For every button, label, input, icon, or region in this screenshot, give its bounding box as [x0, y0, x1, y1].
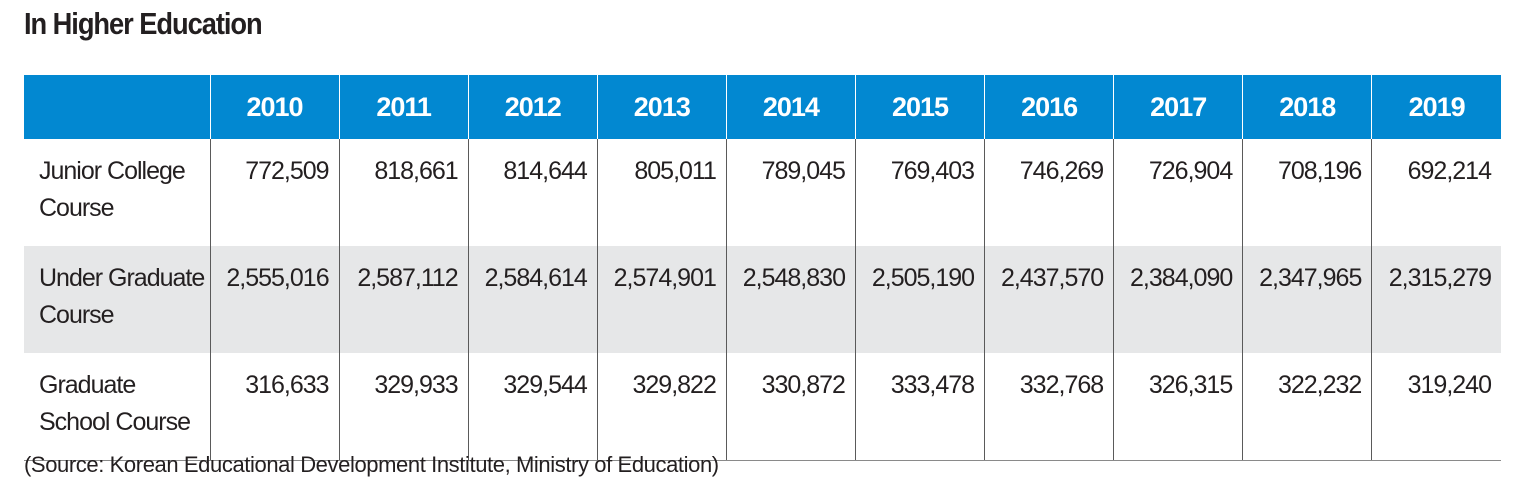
table-cell: 322,232: [1242, 353, 1372, 461]
table-cell: 316,633: [209, 353, 340, 461]
row-label-line2: School Course: [39, 408, 191, 436]
higher-education-table: 2010 2011 2012 2013 2014 2015 2016 2017 …: [24, 75, 1501, 461]
table-cell: 2,555,016: [209, 246, 340, 353]
row-label-line1: Graduate: [39, 371, 136, 399]
table-cell: 2,584,614: [467, 246, 598, 353]
table-cell: 332,768: [984, 353, 1114, 461]
table-cell: 769,403: [854, 139, 985, 246]
header-blank-cell: [24, 75, 210, 139]
header-year-2012: 2012: [467, 75, 598, 139]
table-cell: 818,661: [338, 139, 469, 246]
table-row-junior-college: Junior College Course 772,509 818,661 814…: [24, 139, 1501, 246]
row-label-graduate-school: Graduate School Course: [24, 353, 210, 461]
header-year-2010: 2010: [209, 75, 340, 139]
table-cell: 2,548,830: [725, 246, 856, 353]
header-year-2017: 2017: [1113, 75, 1243, 139]
table-cell: 708,196: [1242, 139, 1372, 246]
row-label-line2: Course: [39, 301, 115, 329]
header-year-2016: 2016: [984, 75, 1114, 139]
row-label-under-graduate: Under Graduate Course: [24, 246, 210, 353]
table-cell: 333,478: [854, 353, 985, 461]
table-cell: 805,011: [596, 139, 727, 246]
table-cell: 330,872: [725, 353, 856, 461]
table-cell: 329,822: [596, 353, 727, 461]
source-note: (Source: Korean Educational Development …: [24, 452, 719, 477]
header-year-2013: 2013: [596, 75, 727, 139]
header-year-2011: 2011: [338, 75, 469, 139]
table-cell: 2,384,090: [1113, 246, 1243, 353]
table-cell: 692,214: [1371, 139, 1501, 246]
table-cell: 814,644: [467, 139, 598, 246]
header-year-2014: 2014: [725, 75, 856, 139]
row-label-line1: Under Graduate: [39, 264, 205, 292]
table-cell: 2,437,570: [984, 246, 1114, 353]
header-year-2019: 2019: [1371, 75, 1501, 139]
table-cell: 326,315: [1113, 353, 1243, 461]
row-label-line2: Course: [39, 194, 115, 222]
table-header-row: 2010 2011 2012 2013 2014 2015 2016 2017 …: [24, 75, 1501, 139]
table-cell: 772,509: [209, 139, 340, 246]
table-row-under-graduate: Under Graduate Course 2,555,016 2,587,112…: [24, 246, 1501, 353]
table-cell: 2,505,190: [854, 246, 985, 353]
table-cell: 726,904: [1113, 139, 1243, 246]
table-cell: 2,574,901: [596, 246, 727, 353]
page-title: In Higher Education: [24, 6, 263, 41]
table-cell: 2,315,279: [1371, 246, 1501, 353]
table-cell: 329,933: [338, 353, 469, 461]
header-year-2018: 2018: [1242, 75, 1372, 139]
table-cell: 789,045: [725, 139, 856, 246]
table-cell: 2,347,965: [1242, 246, 1372, 353]
table-cell: 329,544: [467, 353, 598, 461]
header-year-2015: 2015: [854, 75, 985, 139]
table-cell: 2,587,112: [338, 246, 469, 353]
table-row-graduate-school: Graduate School Course 316,633 329,933 32…: [24, 353, 1501, 461]
row-label-junior-college: Junior College Course: [24, 139, 210, 246]
row-label-line1: Junior College: [39, 157, 186, 185]
table-cell: 319,240: [1371, 353, 1501, 461]
table-cell: 746,269: [984, 139, 1114, 246]
